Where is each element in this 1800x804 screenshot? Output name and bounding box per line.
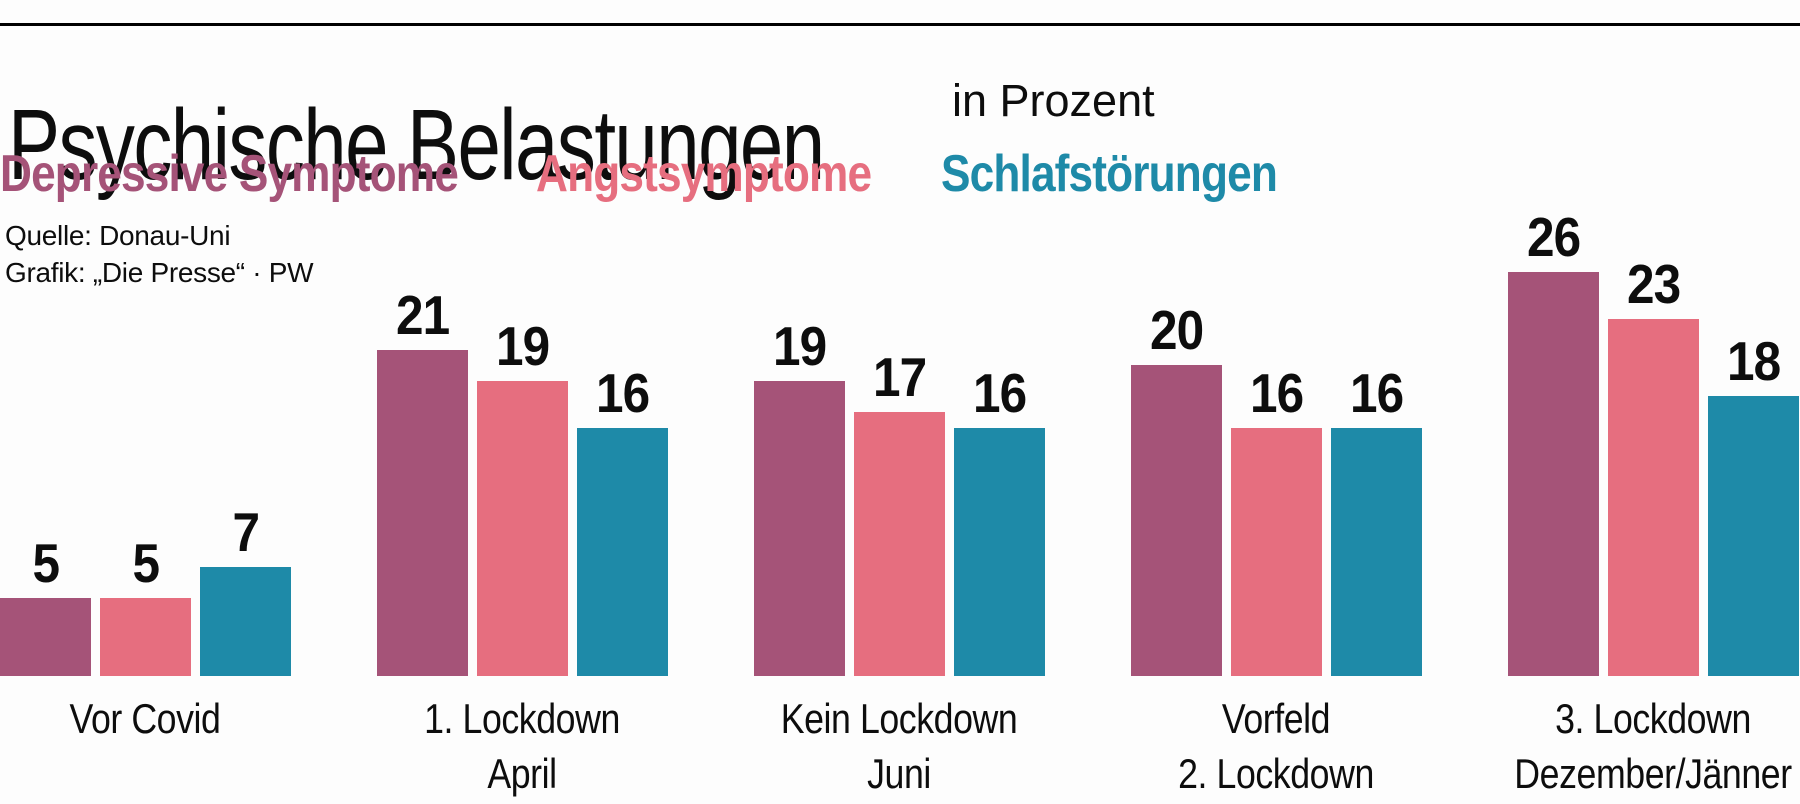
category-label-line: 2. Lockdown — [1178, 749, 1374, 797]
category-label-line: Vor Covid — [69, 695, 221, 742]
bar-value-label: 16 — [972, 362, 1027, 424]
chart-title: Psychische Belastungen — [8, 89, 825, 201]
top-rule — [0, 23, 1800, 26]
bar-group-4: 20 16 16 — [1131, 303, 1422, 676]
category-labels: Vor Covid 1. Lockdown April Kein Lockdown Ju… — [0, 692, 1800, 804]
bar-column: 16 — [1331, 366, 1422, 676]
bar-value-label: 19 — [772, 315, 827, 377]
bar — [1131, 365, 1222, 676]
bar — [0, 598, 91, 676]
bar — [854, 412, 945, 676]
legend-item-1: Depressive Symptome — [0, 145, 459, 203]
bar-value-label: 5 — [132, 532, 160, 594]
legend-item-3: Schlafstörungen — [941, 145, 1278, 203]
bar-value-label: 16 — [1249, 362, 1304, 424]
bar-column: 7 — [200, 505, 291, 676]
source-credit: Quelle: Donau-Uni Grafik: „Die Presse“ ·… — [5, 218, 314, 292]
source-line: Quelle: Donau-Uni — [5, 220, 231, 251]
bar — [1331, 428, 1422, 676]
category-label-3: Kein Lockdown Juni — [781, 692, 1018, 801]
bar-group-2: 21 19 16 — [377, 288, 668, 676]
bar — [200, 567, 291, 676]
category-label-line: April — [487, 749, 557, 797]
bar-column: 16 — [577, 366, 668, 676]
bar — [1708, 396, 1799, 676]
bar-value-label: 21 — [395, 284, 450, 346]
bar-column: 20 — [1131, 303, 1222, 676]
bar-value-label: 23 — [1626, 253, 1681, 315]
bar-column: 21 — [377, 288, 468, 676]
bar-value-label: 5 — [32, 532, 60, 594]
bar-value-label: 16 — [595, 362, 650, 424]
bar-group-3: 19 17 16 — [754, 319, 1045, 676]
bar-column: 5 — [100, 536, 191, 676]
category-label-line: 3. Lockdown — [1555, 695, 1751, 742]
bar-column: 16 — [954, 366, 1045, 676]
bar-group-5: 26 23 18 — [1508, 210, 1799, 676]
bar-value-label: 18 — [1726, 330, 1781, 392]
bar — [100, 598, 191, 676]
category-label-1: Vor Covid — [70, 692, 221, 747]
bar — [477, 381, 568, 676]
bar — [1231, 428, 1322, 676]
bar-column: 19 — [477, 319, 568, 676]
bar — [754, 381, 845, 676]
credit-line: Grafik: „Die Presse“ · PW — [5, 256, 314, 288]
bar-value-label: 26 — [1526, 206, 1581, 268]
bar-column: 26 — [1508, 210, 1599, 676]
bar-column: 16 — [1231, 366, 1322, 676]
bar — [1608, 319, 1699, 676]
legend-item-2: Angstsymptome — [536, 145, 872, 203]
bar-column: 18 — [1708, 334, 1799, 676]
bar-value-label: 17 — [872, 346, 927, 408]
category-label-5: 3. Lockdown Dezember/Jänner — [1514, 692, 1792, 801]
bar-column: 17 — [854, 350, 945, 676]
bar — [1508, 272, 1599, 676]
chart-unit-label: in Prozent — [952, 75, 1155, 126]
bar — [577, 428, 668, 676]
bar-value-label: 19 — [495, 315, 550, 377]
bar-column: 23 — [1608, 257, 1699, 676]
bar-value-label: 16 — [1349, 362, 1404, 424]
plot-area: 5 5 7 21 19 16 19 17 16 20 16 16 26 23 18 — [0, 210, 1799, 676]
category-label-line: Vorfeld — [1221, 695, 1331, 742]
category-label-line: Dezember/Jänner — [1514, 749, 1792, 797]
bar — [954, 428, 1045, 676]
legend: Depressive Symptome Angstsymptome Schlafst… — [0, 148, 1800, 204]
category-label-line: Juni — [867, 749, 931, 797]
bar-column: 19 — [754, 319, 845, 676]
bar-value-label: 20 — [1149, 299, 1204, 361]
category-label-4: Vorfeld 2. Lockdown — [1178, 692, 1374, 801]
category-label-line: Kein Lockdown — [780, 695, 1018, 742]
bar — [377, 350, 468, 676]
bar-value-label: 7 — [232, 501, 260, 563]
category-label-line: 1. Lockdown — [424, 695, 620, 742]
bar-column: 5 — [0, 536, 91, 676]
category-label-2: 1. Lockdown April — [424, 692, 620, 801]
